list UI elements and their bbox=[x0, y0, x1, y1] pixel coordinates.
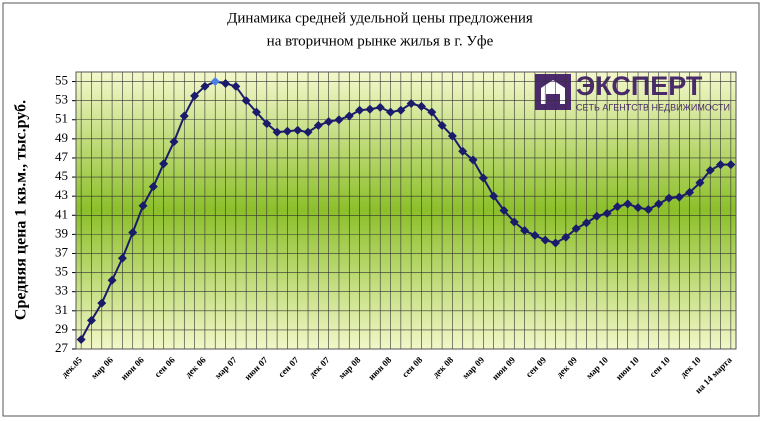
marker bbox=[324, 117, 334, 127]
logo-name: ЭКСПЕРТ bbox=[576, 71, 703, 101]
marker bbox=[231, 81, 241, 91]
marker bbox=[612, 202, 622, 212]
marker bbox=[210, 77, 220, 87]
line bbox=[80, 80, 731, 340]
marker bbox=[272, 127, 282, 137]
marker bbox=[416, 101, 426, 111]
y-tick-label: 45 bbox=[55, 168, 68, 183]
y-tick-label: 37 bbox=[55, 244, 69, 259]
marker bbox=[386, 107, 396, 117]
y-tick-label: 51 bbox=[55, 111, 68, 126]
y-tick-label: 55 bbox=[55, 73, 68, 88]
logo: ЭКСПЕРТ СЕТЬ АГЕНТСТВ НЕДВИЖИМОСТИ bbox=[535, 71, 730, 112]
marker bbox=[478, 173, 488, 183]
marker bbox=[396, 105, 406, 115]
y-tick-label: 33 bbox=[55, 283, 68, 298]
marker bbox=[262, 119, 272, 129]
marker bbox=[293, 125, 303, 135]
marker bbox=[355, 105, 365, 115]
marker bbox=[334, 115, 344, 125]
y-tick-label: 49 bbox=[55, 130, 68, 145]
marker bbox=[571, 224, 581, 234]
marker bbox=[107, 275, 117, 285]
marker bbox=[190, 91, 200, 101]
chart-title: Динамика средней удельной цены предложен… bbox=[227, 10, 533, 26]
marker bbox=[406, 99, 416, 109]
marker bbox=[447, 131, 457, 141]
marker bbox=[117, 253, 127, 263]
marker bbox=[282, 126, 292, 136]
marker bbox=[643, 205, 653, 215]
marker bbox=[148, 182, 158, 192]
plot-border bbox=[75, 71, 737, 350]
marker bbox=[623, 199, 633, 209]
marker bbox=[489, 191, 499, 201]
marker bbox=[241, 96, 251, 106]
marker bbox=[427, 107, 437, 117]
marker bbox=[179, 111, 189, 121]
marker bbox=[726, 160, 736, 170]
marker bbox=[128, 227, 138, 237]
marker bbox=[200, 81, 210, 91]
y-tick-label: 47 bbox=[55, 149, 69, 164]
marker bbox=[520, 226, 530, 236]
marker bbox=[468, 155, 478, 165]
logo-house bbox=[541, 80, 565, 104]
y-tick-label: 35 bbox=[55, 264, 68, 279]
marker bbox=[313, 120, 323, 130]
marker bbox=[97, 298, 107, 308]
marker bbox=[540, 235, 550, 245]
marker bbox=[499, 206, 509, 215]
marker bbox=[633, 203, 643, 213]
marker bbox=[561, 232, 571, 242]
marker bbox=[685, 187, 695, 197]
marker bbox=[221, 78, 231, 88]
marker bbox=[159, 159, 169, 169]
marker bbox=[664, 193, 674, 203]
marker bbox=[705, 165, 715, 175]
marker bbox=[674, 192, 684, 202]
marker bbox=[654, 199, 664, 209]
y-axis-title: Средняя цена 1 кв.м., тыс.руб. bbox=[13, 100, 30, 320]
marker bbox=[602, 208, 612, 218]
marker bbox=[509, 217, 519, 227]
marker bbox=[530, 230, 540, 240]
y-tick-label: 29 bbox=[55, 321, 68, 336]
chart-subtitle: на вторичном рынке жилья в г. Уфе bbox=[267, 33, 494, 49]
marker bbox=[251, 107, 261, 117]
marker bbox=[375, 102, 385, 112]
marker bbox=[76, 334, 86, 344]
y-tick-label: 43 bbox=[55, 187, 68, 202]
marker bbox=[138, 201, 148, 211]
y-tick-label: 27 bbox=[55, 340, 69, 355]
logo-tagline: СЕТЬ АГЕНТСТВ НЕДВИЖИМОСТИ bbox=[576, 102, 730, 112]
marker bbox=[581, 218, 591, 228]
marker bbox=[592, 211, 602, 221]
marker bbox=[716, 160, 726, 170]
marker bbox=[344, 111, 354, 121]
marker bbox=[458, 146, 468, 156]
y-tick-label: 41 bbox=[55, 206, 68, 221]
marker bbox=[437, 120, 447, 130]
marker bbox=[551, 238, 561, 248]
y-tick-label: 53 bbox=[55, 92, 68, 107]
marker bbox=[169, 137, 179, 147]
marker bbox=[86, 315, 96, 325]
y-tick-label: 39 bbox=[55, 225, 68, 240]
marker bbox=[303, 127, 313, 137]
marker bbox=[365, 104, 375, 114]
y-tick-label: 31 bbox=[55, 302, 68, 317]
marker bbox=[695, 178, 705, 188]
